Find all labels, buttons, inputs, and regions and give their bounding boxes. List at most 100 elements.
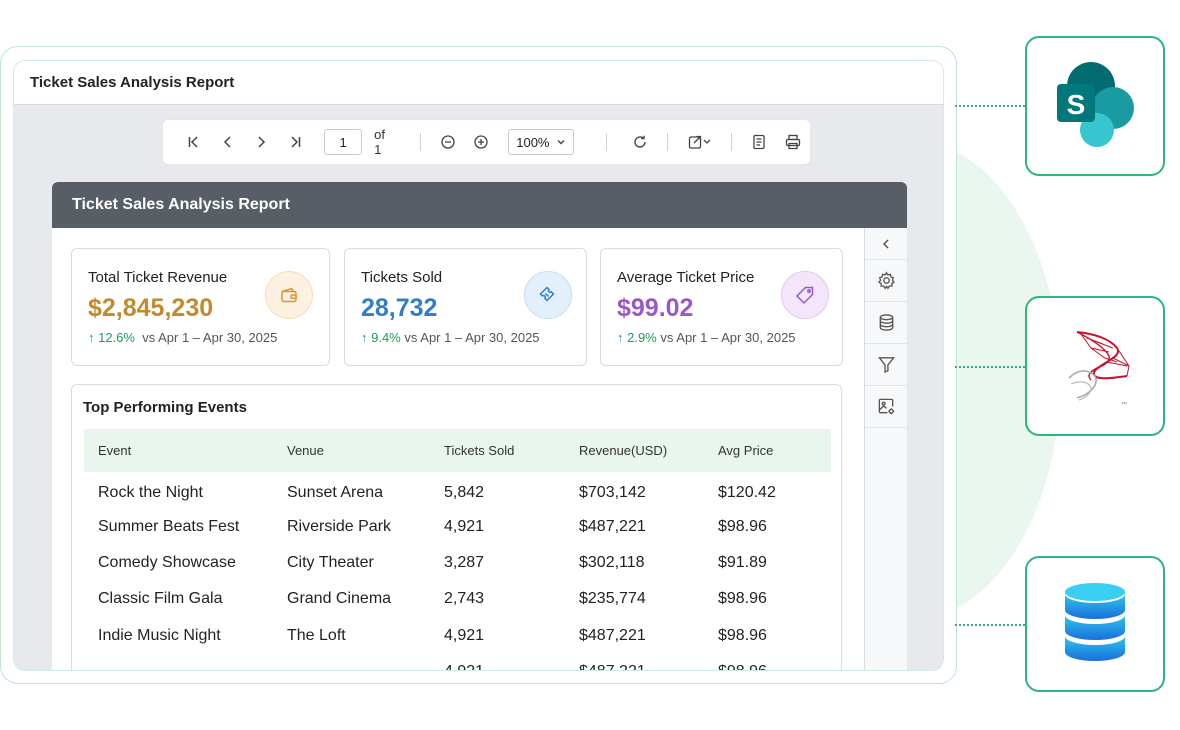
report-viewer-window: Ticket Sales Analysis Report of 1 — [13, 60, 944, 671]
column-header[interactable]: Venue — [287, 429, 444, 472]
zoom-out-icon[interactable] — [431, 127, 465, 157]
table-row: Rock the Night Sunset Arena 5,842 $703,1… — [84, 472, 831, 508]
kpi-title: Total Ticket Revenue — [88, 269, 228, 286]
avg-price-cell: $98.96 — [718, 517, 767, 535]
avg-price-cell: $98.96 — [718, 590, 767, 608]
collapse-chevron-icon[interactable] — [865, 228, 907, 260]
revenue-cell: $703,142 — [579, 484, 646, 502]
table-row: Summer Beats Fest Riverside Park 4,921 $… — [84, 508, 831, 544]
kpi-period: vs Apr 1 – Apr 30, 2025 — [142, 330, 278, 345]
report-title: Ticket Sales Analysis Report — [52, 182, 907, 228]
image-settings-icon[interactable] — [865, 386, 907, 428]
print-layout-icon[interactable] — [742, 127, 776, 157]
viewer-toolbar: of 1 100% — [162, 119, 811, 165]
table-row: Comedy Showcase City Theater 3,287 $302,… — [84, 545, 831, 581]
kpi-change: ↑ 2.9% — [617, 330, 657, 345]
page-count-label: of 1 — [374, 127, 385, 157]
event-cell: Indie Music Night — [98, 626, 221, 644]
toolbar-divider — [419, 133, 421, 151]
venue-cell: Grand Cinema — [287, 590, 392, 608]
database-icon — [1065, 583, 1125, 661]
avg-price-cell: $120.42 — [718, 484, 776, 502]
filter-icon[interactable] — [865, 344, 907, 386]
event-cell: Summer Beats Fest — [98, 517, 240, 535]
export-icon[interactable] — [678, 127, 722, 157]
table-title: Top Performing Events — [83, 399, 247, 416]
tickets-cell: 4,921 — [444, 654, 579, 670]
top-events-card: Top Performing Events Event Venue Ticket… — [71, 384, 842, 670]
sql-server-icon: ™ — [1068, 331, 1130, 408]
revenue-cell: $235,774 — [579, 590, 646, 608]
kpi-trend: ↑ 2.9% vs Apr 1 – Apr 30, 2025 — [617, 330, 796, 345]
zoom-dropdown[interactable]: 100% — [508, 129, 574, 155]
price-tag-icon — [781, 271, 829, 319]
properties-side-panel — [864, 228, 907, 670]
tickets-cell: 3,287 — [444, 553, 485, 571]
zoom-in-icon[interactable] — [464, 127, 498, 157]
event-cell: Comedy Showcase — [98, 553, 236, 571]
kpi-trend: ↑ 12.6% vs Apr 1 – Apr 30, 2025 — [88, 330, 277, 345]
table-row: Indie Music Night The Loft 4,921 $487,22… — [84, 618, 831, 654]
events-table: Event Venue Tickets Sold Revenue(USD) Av… — [84, 429, 831, 670]
data-source-icon[interactable] — [865, 302, 907, 344]
tickets-cell: 2,743 — [444, 590, 485, 608]
ticket-icon — [524, 271, 572, 319]
tickets-cell: 5,842 — [444, 484, 485, 502]
connector-line — [955, 105, 1025, 107]
column-header[interactable]: Tickets Sold — [444, 429, 579, 472]
column-header[interactable]: Revenue(USD) — [579, 429, 718, 472]
sql-server-logo[interactable]: ™ — [1025, 296, 1165, 436]
venue-cell — [287, 654, 444, 670]
settings-gear-icon[interactable] — [865, 260, 907, 302]
venue-cell: Riverside Park — [287, 517, 392, 535]
svg-text:™: ™ — [1121, 401, 1127, 408]
svg-text:S: S — [1067, 89, 1086, 120]
kpi-period: vs Apr 1 – Apr 30, 2025 — [404, 330, 540, 345]
kpi-card-tickets: Tickets Sold 28,732 ↑ 9.4% vs Apr 1 – Ap… — [344, 248, 587, 366]
venue-cell: The Loft — [287, 626, 346, 644]
prev-page-icon[interactable] — [211, 127, 245, 157]
print-icon[interactable] — [776, 127, 810, 157]
database-card[interactable] — [1025, 556, 1165, 692]
page-number-input[interactable] — [324, 129, 363, 155]
venue-cell: Sunset Arena — [287, 484, 384, 502]
revenue-cell: $302,118 — [579, 553, 645, 571]
connector-line — [955, 366, 1025, 368]
revenue-cell: $487,221 — [579, 626, 646, 644]
toolbar-divider — [731, 133, 733, 151]
table-row: Classic Film Gala Grand Cinema 2,743 $23… — [84, 581, 831, 617]
kpi-title: Average Ticket Price — [617, 269, 755, 286]
table-row: 4,921 $487,221 $98.96 — [84, 654, 831, 670]
avg-price-cell: $98.96 — [718, 626, 767, 644]
kpi-card-avg-price: Average Ticket Price $99.02 ↑ 2.9% vs Ap… — [600, 248, 843, 366]
kpi-value: $99.02 — [617, 294, 694, 322]
kpi-card-revenue: Total Ticket Revenue $2,845,230 ↑ 12.6% … — [71, 248, 330, 366]
connector-line — [955, 624, 1025, 626]
last-page-icon[interactable] — [278, 127, 312, 157]
report-page: Ticket Sales Analysis Report Total Ticke… — [52, 182, 907, 670]
chevron-down-icon — [557, 140, 565, 145]
kpi-change: ↑ 9.4% — [361, 330, 401, 345]
kpi-period: vs Apr 1 – Apr 30, 2025 — [660, 330, 796, 345]
refresh-icon[interactable] — [623, 127, 657, 157]
event-cell — [84, 654, 287, 670]
next-page-icon[interactable] — [245, 127, 279, 157]
kpi-value: 28,732 — [361, 294, 438, 322]
event-cell: Rock the Night — [98, 484, 203, 502]
window-title: Ticket Sales Analysis Report — [14, 61, 943, 105]
kpi-change: ↑ 12.6% — [88, 330, 135, 345]
sharepoint-logo[interactable]: S — [1025, 36, 1165, 176]
avg-price-cell: $98.96 — [718, 654, 831, 670]
venue-cell: City Theater — [287, 553, 374, 571]
toolbar-divider — [666, 133, 668, 151]
kpi-trend: ↑ 9.4% vs Apr 1 – Apr 30, 2025 — [361, 330, 540, 345]
wallet-icon — [265, 271, 313, 319]
column-header[interactable]: Avg Price — [718, 429, 831, 472]
column-header[interactable]: Event — [84, 429, 287, 472]
tickets-cell: 4,921 — [444, 517, 485, 535]
revenue-cell: $487,221 — [579, 654, 718, 670]
kpi-value: $2,845,230 — [88, 294, 214, 322]
revenue-cell: $487,221 — [579, 517, 646, 535]
first-page-icon[interactable] — [177, 127, 211, 157]
